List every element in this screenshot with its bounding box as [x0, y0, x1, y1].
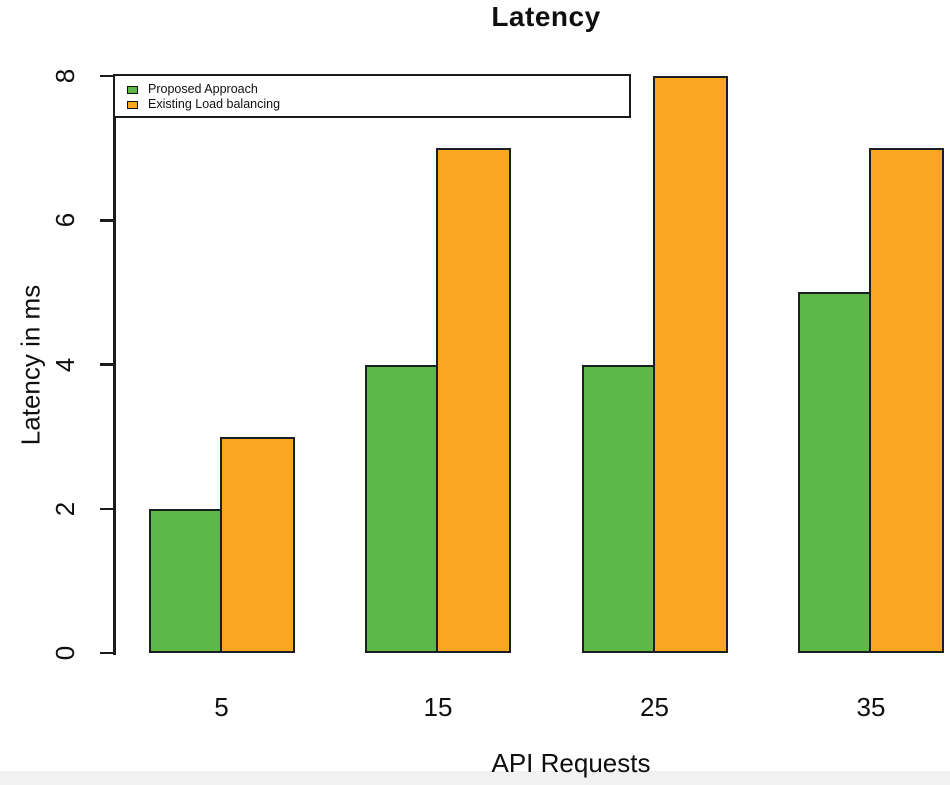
legend: Proposed Approach Existing Load balancin…: [113, 74, 631, 118]
x-tick-label: 15: [423, 692, 453, 722]
y-tick-label: 8: [50, 68, 80, 84]
legend-label-existing-load-balancing: Existing Load balancing: [148, 97, 281, 111]
x-tick-label: 25: [640, 692, 669, 722]
y-axis-tick: [100, 219, 113, 222]
x-axis-title: API Requests: [491, 748, 651, 778]
bar-proposed-approach: [365, 364, 438, 653]
y-axis-tick: [100, 363, 113, 366]
legend-label-proposed-approach: Proposed Approach: [148, 82, 258, 96]
bar-existing-load-balancing: [869, 148, 944, 653]
y-axis-tick: [100, 74, 113, 78]
x-tick-label: 35: [856, 692, 886, 722]
page-bottom-edge: [0, 771, 950, 785]
legend-item-existing-load-balancing: Existing Load balancing: [127, 97, 629, 112]
bar-proposed-approach: [148, 508, 222, 653]
y-tick-label: 2: [50, 501, 80, 516]
bar-proposed-approach: [581, 364, 655, 653]
y-axis-tick: [100, 651, 113, 655]
x-tick-label: 5: [214, 692, 229, 722]
y-axis-tick: [100, 507, 113, 510]
y-tick-label: 0: [50, 645, 80, 661]
bar-existing-load-balancing: [219, 436, 295, 653]
y-tick-label: 4: [50, 357, 80, 372]
chart-title: Latency: [491, 1, 601, 32]
y-axis-line: [113, 74, 116, 655]
y-tick-label: 6: [50, 213, 80, 228]
legend-swatch-proposed-approach-icon: [127, 85, 138, 94]
legend-swatch-existing-load-balancing-icon: [127, 100, 138, 109]
bar-existing-load-balancing: [436, 148, 511, 653]
legend-item-proposed-approach: Proposed Approach: [127, 82, 629, 97]
bar-existing-load-balancing: [652, 76, 728, 653]
bar-proposed-approach: [798, 292, 871, 653]
